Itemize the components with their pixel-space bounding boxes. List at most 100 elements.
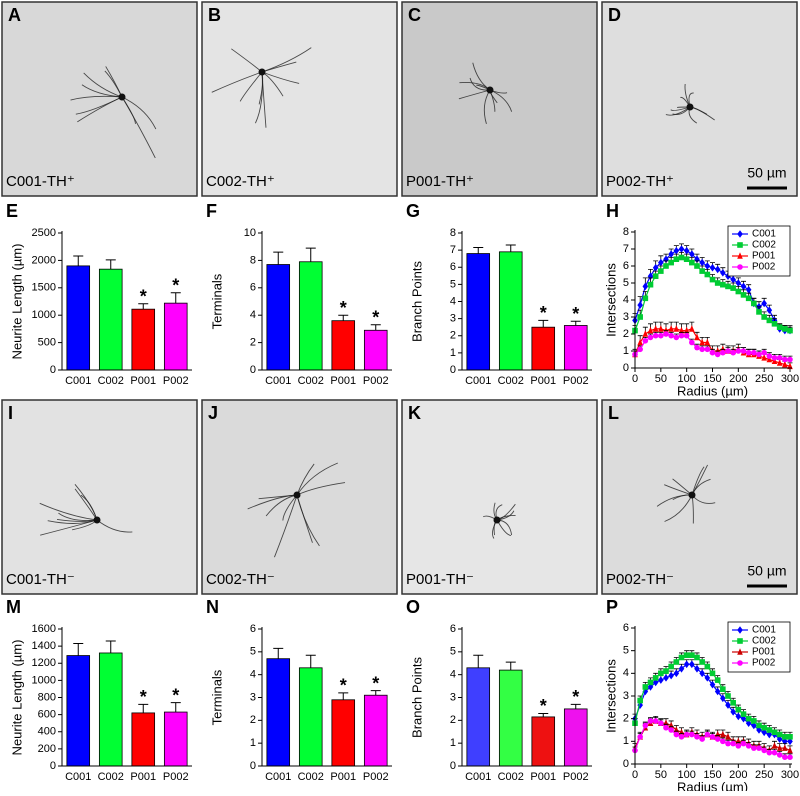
point: [689, 652, 695, 658]
x-tick-label: P001: [130, 375, 156, 387]
point: [663, 331, 669, 337]
bar: [67, 266, 90, 370]
x-tick-label: C002: [498, 375, 524, 387]
bar: [499, 252, 522, 370]
image-frame: [202, 2, 397, 196]
point: [694, 734, 700, 740]
point: [741, 348, 747, 354]
point: [715, 677, 721, 683]
error-bar: [473, 248, 483, 254]
y-tick-label: 0: [250, 760, 256, 772]
y-axis-label: Intersections: [603, 263, 618, 337]
point: [746, 350, 752, 356]
point: [668, 664, 674, 670]
point: [674, 247, 680, 255]
point: [699, 268, 705, 274]
point: [689, 660, 695, 668]
significance-star: *: [172, 685, 179, 705]
legend-label: P001: [752, 647, 776, 658]
y-tick-label: 3: [450, 313, 456, 325]
y-tick-label: 2: [623, 713, 629, 725]
y-tick-label: 2: [250, 337, 256, 349]
y-tick-label: 200: [38, 743, 56, 755]
point: [777, 324, 783, 330]
y-tick-label: 2500: [32, 227, 56, 239]
point: [668, 260, 674, 266]
point: [684, 652, 690, 658]
point: [699, 670, 705, 678]
panel-letter: E: [6, 201, 18, 221]
x-tick-label: P001: [530, 771, 556, 783]
bar: [99, 653, 122, 766]
point: [658, 268, 664, 274]
point: [674, 659, 680, 665]
point: [777, 752, 783, 758]
y-tick-label: 8: [450, 227, 456, 239]
point: [658, 333, 664, 339]
y-tick-label: 2: [450, 714, 456, 726]
point: [767, 353, 773, 359]
error-bar: [473, 655, 483, 668]
panel-letter: J: [208, 403, 218, 423]
point: [663, 725, 669, 731]
x-tick-label: P001: [330, 771, 356, 783]
bar: [364, 330, 387, 370]
point: [725, 348, 731, 354]
soma: [689, 492, 696, 499]
point: [699, 259, 705, 267]
panel-letter: F: [206, 201, 217, 221]
bar: [364, 695, 387, 766]
legend-label: C002: [752, 636, 776, 647]
point: [741, 741, 747, 747]
soma: [294, 492, 301, 499]
point: [725, 741, 731, 747]
y-tick-label: 1400: [32, 640, 56, 652]
y-tick-label: 1000: [32, 674, 56, 686]
image-caption: C002-TH⁺: [206, 173, 275, 190]
point: [684, 333, 690, 339]
point: [772, 321, 778, 327]
soma: [487, 87, 494, 94]
y-tick-label: 6: [250, 282, 256, 294]
point: [746, 716, 752, 722]
y-axis-label: Intersections: [603, 659, 618, 733]
y-tick-label: 2: [450, 330, 456, 342]
point: [782, 734, 788, 740]
x-tick-label: C001: [65, 771, 91, 783]
point: [648, 335, 654, 341]
point: [643, 684, 649, 690]
point: [715, 736, 721, 742]
x-tick-label: 0: [632, 769, 638, 781]
x-tick-label: 50: [655, 373, 667, 385]
significance-star: *: [140, 687, 147, 707]
y-tick-label: 1: [450, 347, 456, 359]
x-tick-label: 150: [703, 373, 721, 385]
error-bar: [73, 644, 83, 656]
point: [668, 727, 674, 733]
point: [736, 707, 742, 713]
point: [705, 272, 711, 278]
y-tick-label: 3: [250, 691, 256, 703]
point: [663, 674, 669, 682]
bar: [499, 670, 522, 766]
point: [643, 338, 649, 344]
image-caption: P001-TH⁻: [406, 571, 474, 588]
image-frame: [2, 400, 197, 594]
bar: [99, 269, 122, 370]
point: [741, 292, 747, 298]
y-axis-label: Terminals: [209, 669, 224, 725]
significance-star: *: [172, 275, 179, 295]
x-tick-label: P002: [563, 771, 589, 783]
point: [637, 734, 643, 740]
image-frame: [402, 2, 597, 196]
point: [679, 245, 685, 253]
image-caption: C001-TH⁺: [6, 173, 75, 190]
point: [689, 260, 695, 266]
legend-label: C001: [752, 229, 776, 240]
point: [689, 325, 695, 332]
y-tick-label: 4: [450, 669, 456, 681]
y-tick-label: 8: [623, 226, 629, 238]
point: [699, 736, 705, 742]
